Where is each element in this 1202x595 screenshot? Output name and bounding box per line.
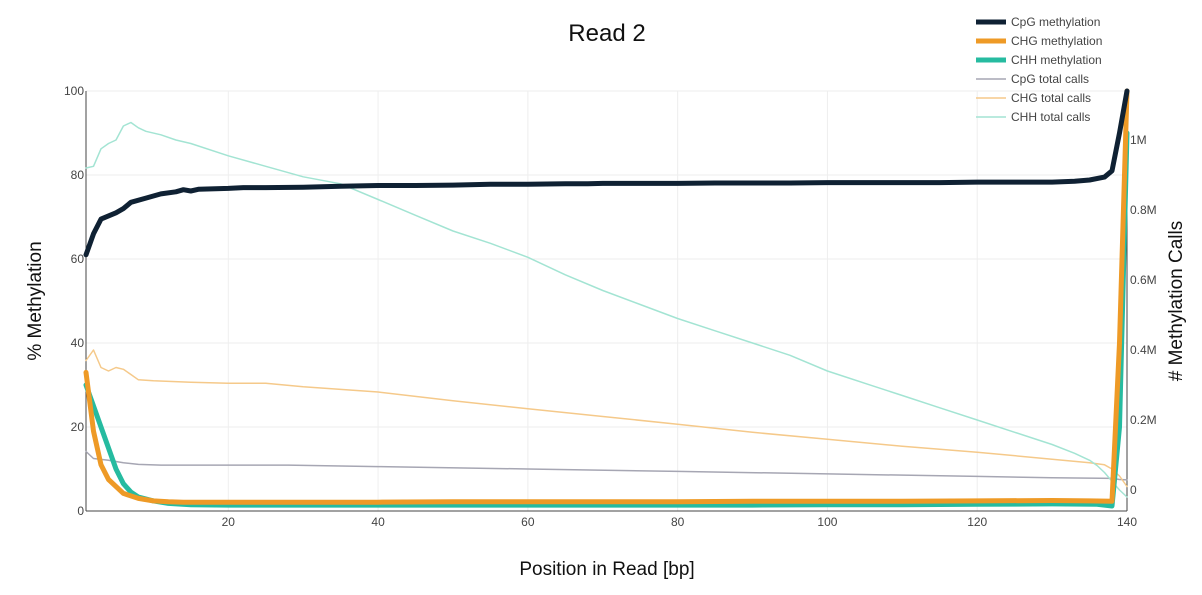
- x-tick-label: 20: [222, 515, 236, 529]
- y-tick-label: 40: [71, 336, 85, 350]
- series-line-chh-methylation: [83, 130, 1130, 509]
- legend-label-chh-total-calls: CHH total calls: [1011, 110, 1090, 124]
- y-tick-label: 0: [77, 504, 84, 518]
- y2-tick-label: 0.6M: [1130, 273, 1157, 287]
- legend: CpG methylation CHG methylation CHH methyl…: [976, 15, 1102, 124]
- y-tick-label: 60: [71, 252, 85, 266]
- y-tick-label: 100: [64, 84, 84, 98]
- legend-label-cpg-total-calls: CpG total calls: [1011, 72, 1089, 86]
- tick-labels: 20 40 60 80 100 120 140 0 20 40 60 80 100 0 0.2M 0.4M 0.…: [64, 84, 1157, 529]
- legend-label-chg-total-calls: CHG total calls: [1011, 91, 1091, 105]
- series-line-chg-total-calls: [85, 349, 1128, 488]
- x-tick-label: 120: [967, 515, 987, 529]
- y2-tick-label: 0.2M: [1130, 413, 1157, 427]
- x-axis-title: Position in Read [bp]: [519, 559, 694, 580]
- y2-axis-title: # Methylation Calls: [1166, 221, 1187, 382]
- y2-tick-label: 1M: [1130, 133, 1147, 147]
- series-line-cpg-methylation: [83, 88, 1130, 258]
- series-line-cpg-total-calls: [85, 450, 1128, 481]
- legend-label-chh-methylation: CHH methylation: [1011, 53, 1102, 67]
- y2-tick-label: 0: [1130, 483, 1137, 497]
- y-tick-label: 80: [71, 168, 85, 182]
- y-axis-title: % Methylation: [25, 241, 46, 360]
- legend-label-cpg-methylation: CpG methylation: [1011, 15, 1100, 29]
- y2-tick-label: 0.4M: [1130, 343, 1157, 357]
- x-tick-label: 40: [371, 515, 385, 529]
- series-lines: [83, 88, 1130, 509]
- chart-title: Read 2: [568, 20, 645, 47]
- y2-tick-label: 0.8M: [1130, 203, 1157, 217]
- x-tick-label: 100: [817, 515, 837, 529]
- series-line-chh-total-calls: [85, 121, 1128, 498]
- x-tick-label: 80: [671, 515, 685, 529]
- x-tick-label: 140: [1117, 515, 1137, 529]
- legend-label-chg-methylation: CHG methylation: [1011, 34, 1102, 48]
- y-tick-label: 20: [71, 420, 85, 434]
- series-line-chg-methylation: [83, 88, 1130, 505]
- x-tick-label: 60: [521, 515, 535, 529]
